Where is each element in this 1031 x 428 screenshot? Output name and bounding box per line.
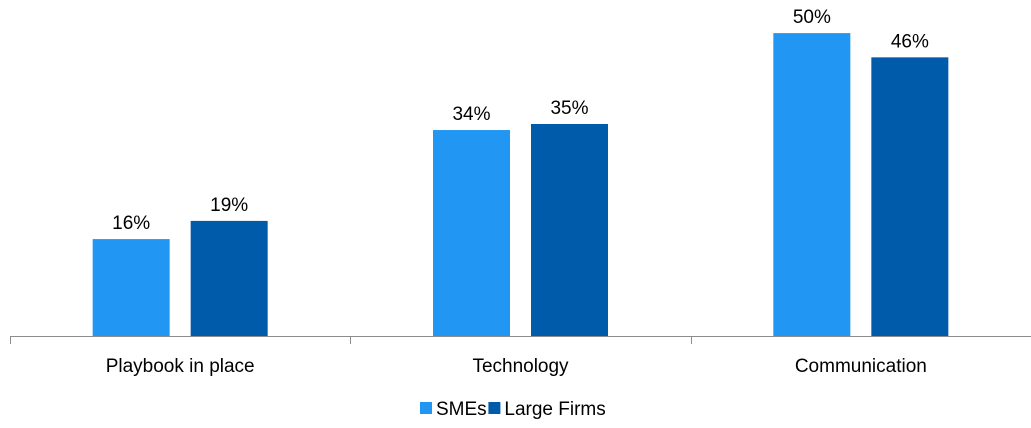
legend-label-smes: SMEs (436, 399, 487, 420)
data-labels-group: 16% 19% 34% 35% 50% 46% (112, 7, 929, 234)
category-labels: Playbook in place Technology Communication (106, 356, 927, 377)
data-label-large-firms-playbook-in-place: 19% (210, 195, 248, 216)
legend-swatch-large-firms (488, 402, 501, 414)
data-label-large-firms-communication: 46% (891, 31, 929, 52)
category-label-playbook-in-place: Playbook in place (106, 356, 255, 377)
bars-group (92, 33, 949, 336)
bar-smes-technology (433, 130, 510, 336)
data-label-large-firms-technology: 35% (550, 98, 588, 119)
legend-swatch-smes (420, 402, 432, 414)
bar-smes-communication (773, 33, 851, 336)
x-axis-ticks (10, 336, 692, 344)
category-label-communication: Communication (795, 356, 927, 377)
data-label-smes-communication: 50% (793, 7, 831, 28)
bar-large-firms-playbook-in-place (190, 220, 268, 336)
bar-large-firms-communication (871, 57, 949, 336)
data-label-smes-playbook-in-place: 16% (112, 213, 150, 234)
bar-smes-playbook-in-place (92, 239, 170, 336)
bar-large-firms-technology (531, 123, 608, 336)
legend: SMEs Large Firms (420, 399, 606, 420)
data-label-smes-technology: 34% (452, 104, 490, 125)
legend-label-large-firms: Large Firms (504, 399, 605, 420)
category-label-technology: Technology (472, 356, 569, 377)
